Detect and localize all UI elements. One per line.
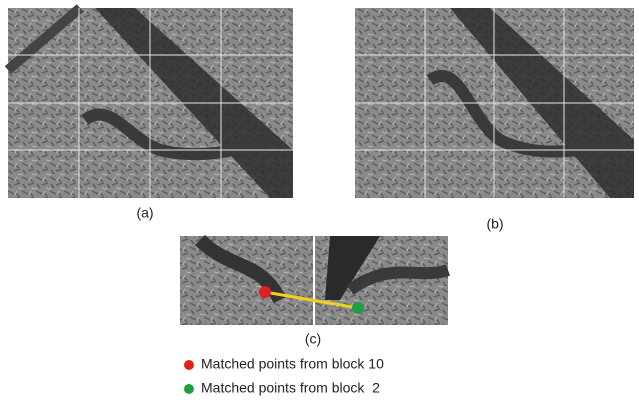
legend-label: Matched points from block 2	[201, 380, 380, 396]
panel-label: (a)	[136, 205, 153, 221]
panel-label: (c)	[305, 331, 321, 347]
figure: (a) (b) (c) Matched points from block 10…	[0, 0, 639, 403]
matched-point	[352, 302, 364, 314]
image-a	[8, 8, 293, 198]
matched-point	[259, 286, 271, 298]
page: (a) (b) (c) Matched points from block 10…	[0, 0, 639, 403]
image-b	[355, 8, 634, 198]
legend-marker	[184, 384, 194, 394]
legend-label: Matched points from block 10	[201, 356, 384, 372]
panel-label: (b)	[486, 216, 503, 232]
legend-marker	[184, 360, 194, 370]
legend: Matched points from block 10 Matched poin…	[184, 356, 384, 396]
image-c	[180, 236, 448, 325]
